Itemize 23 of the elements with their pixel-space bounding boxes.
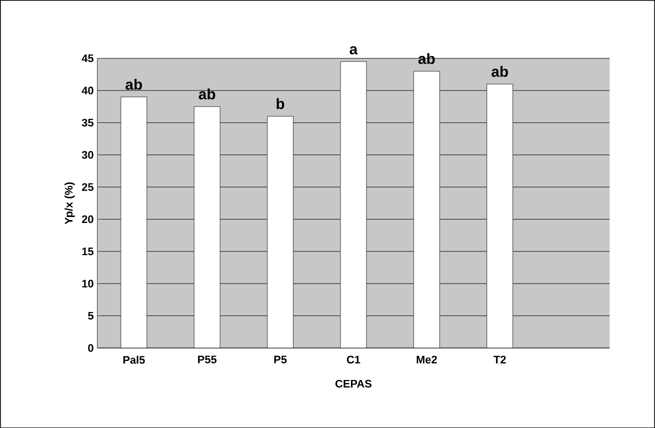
y-tick-label: 20 — [82, 215, 94, 223]
x-tick-label: P5 — [274, 356, 287, 364]
annotation: a — [350, 46, 358, 54]
x-axis-title: CEPAS — [335, 380, 372, 388]
y-axis-title: Yp/x (%) — [64, 182, 75, 224]
y-tick-label: 10 — [82, 280, 94, 288]
y-tick-label: 15 — [82, 247, 94, 256]
x-tick-label: Me2 — [416, 356, 437, 364]
annotation: ab — [492, 66, 508, 77]
y-tick-label: 0 — [88, 344, 94, 352]
x-tick-label: Pal5 — [123, 356, 145, 364]
y-tick-label: 5 — [88, 312, 94, 320]
annotation: b — [276, 98, 284, 109]
x-tick-label: C1 — [346, 356, 360, 364]
y-tick-label: 25 — [82, 183, 94, 191]
y-tick-label: 35 — [82, 118, 94, 126]
y-tick-label: 30 — [82, 150, 94, 159]
y-tick-label: 40 — [82, 86, 94, 94]
y-tick-label: 45 — [82, 54, 94, 62]
annotation: ab — [198, 88, 216, 100]
x-tick-label: P55 — [198, 356, 216, 364]
x-tick-label: T2 — [494, 356, 506, 364]
annotation: ab — [126, 78, 142, 90]
